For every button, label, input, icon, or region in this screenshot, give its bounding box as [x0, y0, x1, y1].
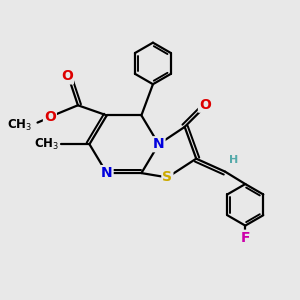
- Text: O: O: [199, 98, 211, 112]
- Text: CH$_3$: CH$_3$: [7, 118, 32, 133]
- Text: O: O: [44, 110, 56, 124]
- Text: H: H: [229, 155, 239, 165]
- Text: F: F: [241, 231, 250, 245]
- Text: N: N: [101, 166, 112, 180]
- Text: N: N: [153, 137, 164, 151]
- Text: S: S: [162, 170, 172, 184]
- Text: CH$_3$: CH$_3$: [34, 137, 59, 152]
- Text: O: O: [61, 69, 73, 83]
